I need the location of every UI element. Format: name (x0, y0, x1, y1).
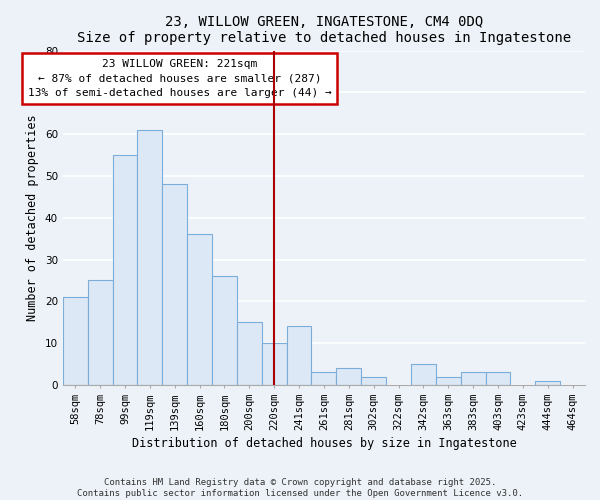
Bar (88, 280, 113, 385)
Text: 23 WILLOW GREEN: 221sqm
← 87% of detached houses are smaller (287)
13% of semi-d: 23 WILLOW GREEN: 221sqm ← 87% of detache… (28, 59, 332, 98)
Bar (461, 372, 485, 385)
Bar (337, 368, 361, 385)
Bar (535, 380, 560, 385)
Bar (485, 372, 511, 385)
Bar (63, 297, 88, 385)
Bar (113, 155, 137, 385)
Bar (361, 376, 386, 385)
Y-axis label: Number of detached properties: Number of detached properties (26, 114, 39, 321)
Bar (411, 364, 436, 385)
X-axis label: Distribution of detached houses by size in Ingatestone: Distribution of detached houses by size … (131, 437, 516, 450)
Title: 23, WILLOW GREEN, INGATESTONE, CM4 0DQ
Size of property relative to detached hou: 23, WILLOW GREEN, INGATESTONE, CM4 0DQ S… (77, 15, 571, 45)
Bar (212, 276, 237, 385)
Bar (311, 372, 337, 385)
Bar (436, 376, 461, 385)
Bar (262, 343, 287, 385)
Bar (187, 234, 212, 385)
Bar (237, 322, 262, 385)
Text: Contains HM Land Registry data © Crown copyright and database right 2025.
Contai: Contains HM Land Registry data © Crown c… (77, 478, 523, 498)
Bar (137, 130, 162, 385)
Bar (287, 326, 311, 385)
Bar (162, 184, 187, 385)
